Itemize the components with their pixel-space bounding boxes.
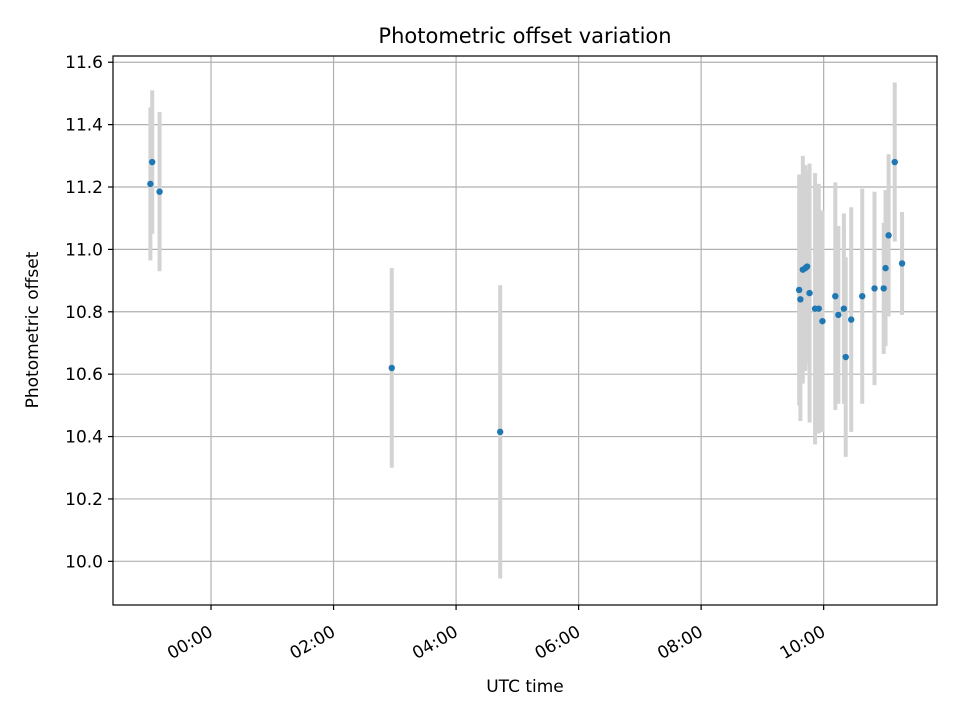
error-bars <box>148 82 905 579</box>
x-tick-label: 08:00 <box>654 622 706 664</box>
x-tick-label: 02:00 <box>287 622 339 664</box>
x-tick-label: 06:00 <box>532 622 584 664</box>
chart-title: Photometric offset variation <box>378 24 671 48</box>
y-tick-label: 10.0 <box>65 552 103 572</box>
data-point <box>882 264 889 272</box>
y-tick-label: 10.6 <box>65 365 103 385</box>
data-point <box>835 311 842 319</box>
grid-lines <box>113 56 937 605</box>
y-axis-label: Photometric offset <box>23 251 43 408</box>
data-point <box>848 316 855 323</box>
data-point <box>149 158 156 166</box>
data-point <box>885 232 892 239</box>
data-point <box>840 305 848 312</box>
data-point <box>871 285 878 292</box>
y-tick-label: 10.2 <box>65 490 103 510</box>
data-point <box>898 260 906 267</box>
data-point <box>880 285 887 292</box>
y-tick-label: 10.8 <box>65 303 103 323</box>
y-tick-label: 10.4 <box>65 428 103 448</box>
plot-frame <box>112 55 938 606</box>
x-tick-label: 10:00 <box>777 622 829 664</box>
data-point <box>832 292 839 300</box>
data-point <box>388 364 395 372</box>
y-axis-ticks: 10.0 10.2 10.4 10.6 10.8 11.0 11.2 11.4 11.6 <box>65 53 113 572</box>
data-point <box>496 428 504 436</box>
y-tick-label: 11.6 <box>65 53 103 73</box>
data-point <box>803 263 811 270</box>
y-tick-label: 11.2 <box>65 178 103 198</box>
data-point <box>859 292 866 300</box>
x-tick-label: 04:00 <box>409 622 461 664</box>
x-axis-ticks: 00:00 02:00 04:00 06:00 08:00 10:00 <box>164 605 829 664</box>
data-point <box>842 353 849 361</box>
x-axis-label: UTC time <box>486 677 564 697</box>
data-point <box>147 180 154 188</box>
x-tick-label: 00:00 <box>164 622 216 664</box>
data-point <box>891 158 898 166</box>
y-tick-label: 11.0 <box>65 240 103 260</box>
data-points <box>147 158 906 436</box>
data-point <box>806 289 813 297</box>
data-point <box>815 305 822 312</box>
data-point <box>156 188 163 195</box>
data-point <box>797 296 804 303</box>
y-tick-label: 11.4 <box>65 116 103 136</box>
data-point <box>795 286 803 294</box>
data-point <box>819 317 826 325</box>
